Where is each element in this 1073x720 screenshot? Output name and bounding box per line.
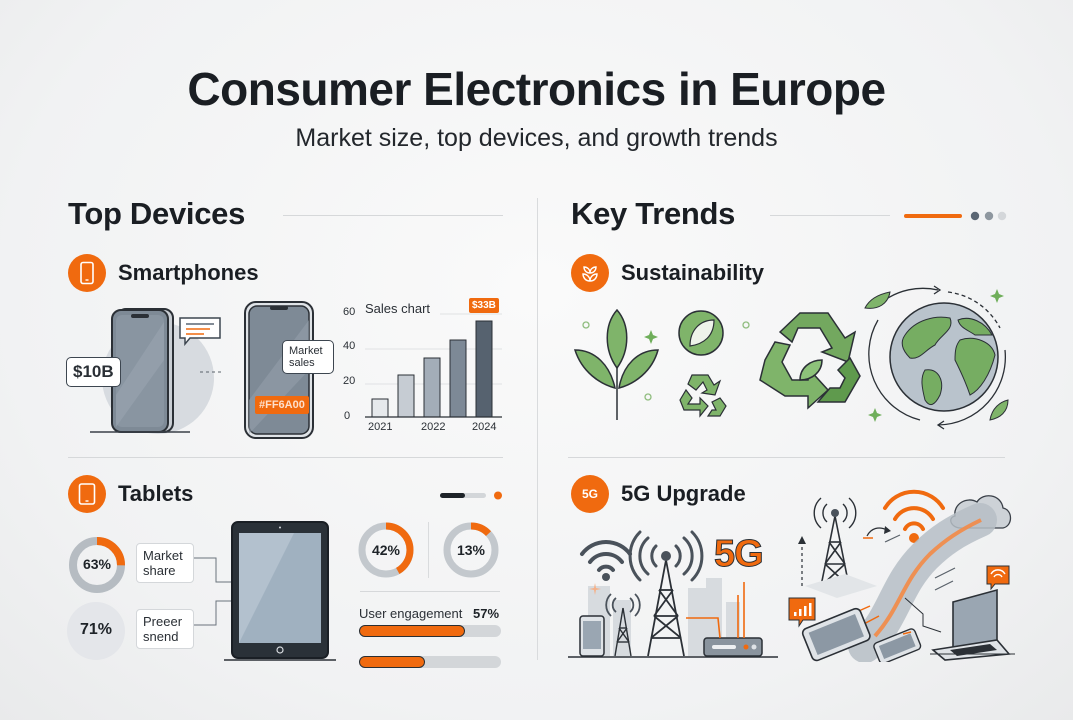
leaf-sprout-icon [571,254,609,292]
key-trends-rule [770,215,890,216]
smartphones-divider [68,457,503,458]
x-tick-2021: 2021 [368,421,393,433]
donut-13: 13% [441,520,501,580]
market-share-value: 63% [82,556,112,572]
tablets-pager[interactable] [440,489,504,507]
spend-label: Preeer snend [136,609,194,649]
x-tick-2024: 2024 [472,421,497,433]
sustainability-header: Sustainability [571,254,764,292]
5g-network-illustration [568,530,778,658]
smartphone-icon [68,254,106,292]
top-devices-rule [283,215,503,216]
engagement-value: 57% [473,606,500,621]
market-share-donut: 63% [67,535,127,595]
top-devices-heading: Top Devices [68,196,246,231]
spend-circle: 71% [67,602,125,660]
smartphones-title: Smartphones [118,260,259,285]
page-subtitle: Market size, top devices, and growth tre… [295,124,778,152]
plant-icon [573,308,659,420]
market-size-bubble: $10B [66,357,121,387]
donut-13-value: 13% [456,542,486,558]
5g-badge-text: 5G [581,487,598,501]
color-chip: #FF6A00 [255,396,309,414]
market-sales-label: Market sales [289,345,323,369]
sustainability-divider [568,457,1005,458]
column-divider [537,198,538,660]
chat-bubble-icon [178,316,222,351]
recycle-large-icon [759,312,861,410]
market-share-label: Market share [136,543,194,583]
y-tick-60: 60 [343,306,356,318]
y-tick-20: 20 [343,375,356,387]
sales-chart: Sales chart 60 40 20 0 $33B 2021 2022 20… [340,296,510,436]
sustainability-illustration [573,285,1009,430]
engagement-bar-1 [359,625,501,637]
spend-value: 71% [79,621,113,638]
engagement-label: User engagement [359,606,463,621]
donut-divider [428,522,429,578]
fiveg-title: 5G Upgrade [621,481,746,506]
5g-big-label: 5G [714,533,765,576]
sales-callout: $33B [469,298,499,313]
5g-signal-icon: 5G [571,475,609,513]
y-tick-40: 40 [343,340,356,352]
tablet-illustration [224,520,336,662]
sales-callout-value: $33B [472,300,496,311]
donut-42: 42% [356,520,416,580]
engagement-bar-1-fill [359,625,465,637]
key-trends-pager[interactable] [903,209,1009,227]
5g-data-flow-illustration [788,489,1015,662]
cell-tower-icon [647,559,685,657]
y-tick-0: 0 [344,410,351,422]
connector-lines [194,557,234,626]
tablets-header: Tablets [68,475,193,513]
donut-42-value: 42% [371,542,401,558]
color-chip-value: #FF6A00 [259,399,305,411]
smartphones-header: Smartphones [68,254,259,292]
engagement-bar-2-fill [359,656,425,668]
tablet-icon [68,475,106,513]
wifi-icon [580,540,632,572]
leaf-circle-icon [678,310,724,356]
market-sales-bubble: Market sales [282,340,334,374]
engagement-divider [360,591,500,592]
smartphone-illustration-1 [70,300,240,440]
x-tick-2022: 2022 [421,421,446,433]
key-trends-heading: Key Trends [571,196,736,231]
sales-chart-title: Sales chart [365,301,431,316]
recycle-small-icon [679,374,727,418]
sustainability-title: Sustainability [621,260,765,285]
fiveg-header: 5G 5G Upgrade [571,475,746,513]
globe-icon [864,285,1009,430]
tablets-title: Tablets [118,481,194,506]
page-title: Consumer Electronics in Europe [187,63,886,115]
market-size-value: $10B [73,362,114,381]
engagement-bar-2 [359,656,501,668]
